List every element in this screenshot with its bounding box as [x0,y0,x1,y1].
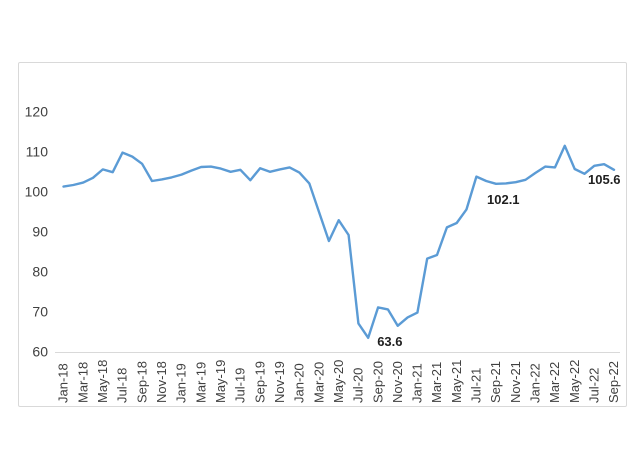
x-tick-label: May-18 [95,360,110,403]
x-tick-label: Sep-20 [370,361,385,403]
x-tick-label: Sep-19 [252,361,267,403]
x-tick-label: Nov-20 [390,361,405,403]
x-tick-label: Mar-21 [429,362,444,403]
x-tick-label: Mar-18 [75,362,90,403]
x-tick-label: Nov-18 [154,361,169,403]
x-tick-label: Mar-19 [193,362,208,403]
x-tick-label: Jul-18 [115,368,130,403]
x-tick-label: Jan-22 [527,363,542,403]
x-tick-label: Nov-19 [272,361,287,403]
x-tick-label: Jan-19 [174,363,189,403]
chart-frame: 120 110 100 90 80 70 60 Jan-18 Mar-18 May-18 Jul-1… [18,62,627,407]
y-tick-label: 100 [25,184,49,200]
x-tick-label: Jan-18 [56,363,71,403]
x-tick-label: May-19 [213,360,228,403]
x-tick-label: Jul-21 [469,368,484,403]
data-label: 105.6 [588,172,621,187]
y-tick-label: 80 [32,264,48,280]
x-tick-label: Mar-22 [547,362,562,403]
y-tick-label: 70 [32,304,48,320]
x-tick-label: May-22 [567,360,582,403]
x-tick-label: Sep-21 [488,361,503,403]
data-label: 102.1 [487,192,520,207]
y-tick-label: 120 [25,104,49,120]
y-tick-label: 110 [26,144,49,160]
y-tick-label: 60 [32,344,48,360]
x-tick-label: Jul-19 [233,368,248,403]
x-tick-label: Jul-20 [351,368,366,403]
data-label: 63.6 [377,334,402,349]
x-tick-label: Sep-22 [606,361,621,403]
line-chart: 120 110 100 90 80 70 60 Jan-18 Mar-18 May-18 Jul-1… [25,104,622,403]
x-tick-label: Jul-22 [586,368,601,403]
x-tick-label: May-20 [331,360,346,403]
x-tick-label: Jan-21 [410,363,425,403]
x-tick-label: May-21 [449,360,464,403]
x-tick-label: Nov-21 [508,361,523,403]
y-tick-label: 90 [32,224,48,240]
x-tick-label: Jan-20 [292,363,307,403]
series-line [62,144,616,339]
x-tick-label: Mar-20 [311,362,326,403]
x-tick-label: Sep-18 [134,361,149,403]
